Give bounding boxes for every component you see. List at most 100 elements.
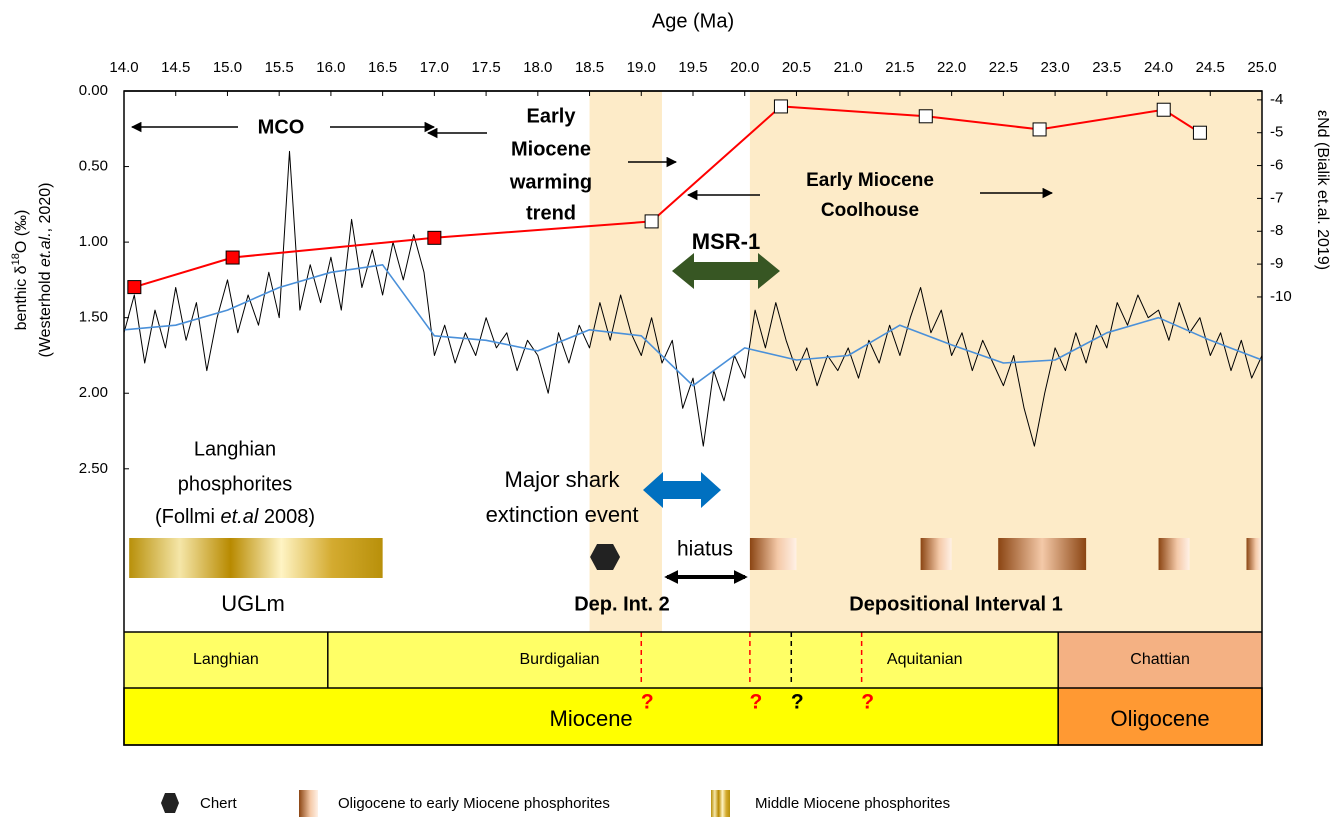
y2-tick-label: -9 [1270,255,1283,272]
x-tick-label: 21.5 [885,59,914,76]
legend-swatch [299,790,318,817]
stage-cell [1058,632,1262,688]
annotation: phosphorites [178,473,293,495]
annotation: MSR-1 [692,229,760,254]
y-tick-label: 2.50 [79,460,108,477]
annotation-layer: Age (Ma) benthic δ18O (‰) (Westerhold et… [10,10,1331,817]
legend-label: Oligocene to early Miocene phosphorites [338,795,610,812]
d18o-line [123,264,1263,387]
y2-tick-label: -5 [1270,124,1283,141]
y-label-part: (Westerhold [37,267,54,357]
annotation: Dep. Int. 2 [574,593,670,615]
x-tick-label: 14.5 [161,59,190,76]
y2-tick-label: -4 [1270,91,1283,108]
annotation: Langhian [194,438,276,460]
annotation: Major shark [505,467,621,492]
annotation: Early Miocene [806,170,934,191]
x-tick-label: 23.5 [1092,59,1121,76]
x-tick-label: 16.5 [368,59,397,76]
epoch-label: Miocene [550,706,633,731]
y2-tick-label: -10 [1270,288,1292,305]
annotation-part: (Follmi [155,506,221,528]
annotation: Early [527,105,577,127]
y2-tick-label: -6 [1270,157,1283,174]
middle-miocene-phosphorite [129,538,383,578]
stage-label: Aquitanian [887,651,963,668]
x-tick-label: 24.0 [1144,59,1173,76]
nd-marker [1192,125,1207,140]
shark-arrow [643,472,721,508]
x-tick-label: 20.5 [782,59,811,76]
x-tick-label: 25.0 [1247,59,1276,76]
x-tick-label: 22.0 [937,59,966,76]
x-tick-label: 18.0 [523,59,552,76]
x-tick-label: 20.0 [730,59,759,76]
y2-tick-label: -7 [1270,189,1283,206]
stage-cell [791,632,1059,688]
annotation: extinction event [486,502,639,527]
shaded-interval [589,91,662,632]
annotation-part: 2008) [258,506,315,528]
y2-tick-label: -8 [1270,222,1283,239]
nd-marker [773,99,788,114]
nd-marker [918,109,933,124]
y-label-part: et.al. [37,232,54,267]
x-tick-label: 14.0 [109,59,138,76]
epoch-cell [1057,687,1263,746]
stage-cell [327,632,792,688]
y-label-sup: 18 [10,253,22,265]
nd-marker [1156,102,1171,117]
stage-label: Chattian [1130,651,1190,668]
y-tick-label: 2.00 [79,384,108,401]
y-tick-label: 0.50 [79,158,108,175]
msr-arrow [672,253,780,289]
annotation: warming [509,171,592,193]
annotation: Miocene [511,138,591,160]
data-layer [123,99,1263,578]
uncertain-mark: ? [861,691,874,714]
annotation: hiatus [677,538,733,561]
annotation-part: et.al [221,506,259,528]
x-tick-label: 23.0 [1040,59,1069,76]
stage-label: Burdigalian [520,651,600,668]
y-axis-title: (Westerhold et.al., 2020) [37,183,54,358]
legend-swatch [161,793,179,813]
uncertain-mark: ? [791,691,804,714]
x-tick-label: 15.0 [213,59,242,76]
x-tick-label: 19.5 [678,59,707,76]
legend-label: Chert [200,795,238,812]
y-label-part: , 2020) [37,183,54,233]
oligocene-phosphorite [749,538,797,570]
y-label-part: O (‰) [13,210,30,254]
stage-label: Langhian [193,651,259,668]
x-tick-label: 17.0 [420,59,449,76]
plot-frame [123,90,1263,746]
background-layer [123,91,1263,746]
annotation: trend [526,202,576,224]
nd-marker [427,230,442,245]
stage-cell [124,632,328,688]
uncertain-mark: ? [641,691,654,714]
nd-marker [225,250,240,265]
annotation: Coolhouse [821,200,919,221]
annotation: (Follmi et.al 2008) [155,506,315,528]
x-tick-label: 15.5 [265,59,294,76]
x-tick-label: 19.0 [627,59,656,76]
y-tick-label: 1.50 [79,309,108,326]
nd-marker [127,280,142,295]
annotation: UGLm [221,591,285,616]
epoch-cell [123,687,1059,746]
y-axis-title: benthic δ18O (‰) [10,210,30,331]
y-tick-label: 0.00 [79,82,108,99]
chert [590,544,621,570]
legend-swatch [711,790,730,817]
x-tick-label: 22.5 [989,59,1018,76]
x-tick-label: 17.5 [471,59,500,76]
nd-marker [1032,122,1047,137]
annotation: Depositional Interval 1 [849,593,1062,615]
epoch-label: Oligocene [1111,706,1210,731]
x-axis-title: Age (Ma) [652,10,734,32]
uncertain-mark: ? [749,691,762,714]
x-tick-label: 16.0 [316,59,345,76]
